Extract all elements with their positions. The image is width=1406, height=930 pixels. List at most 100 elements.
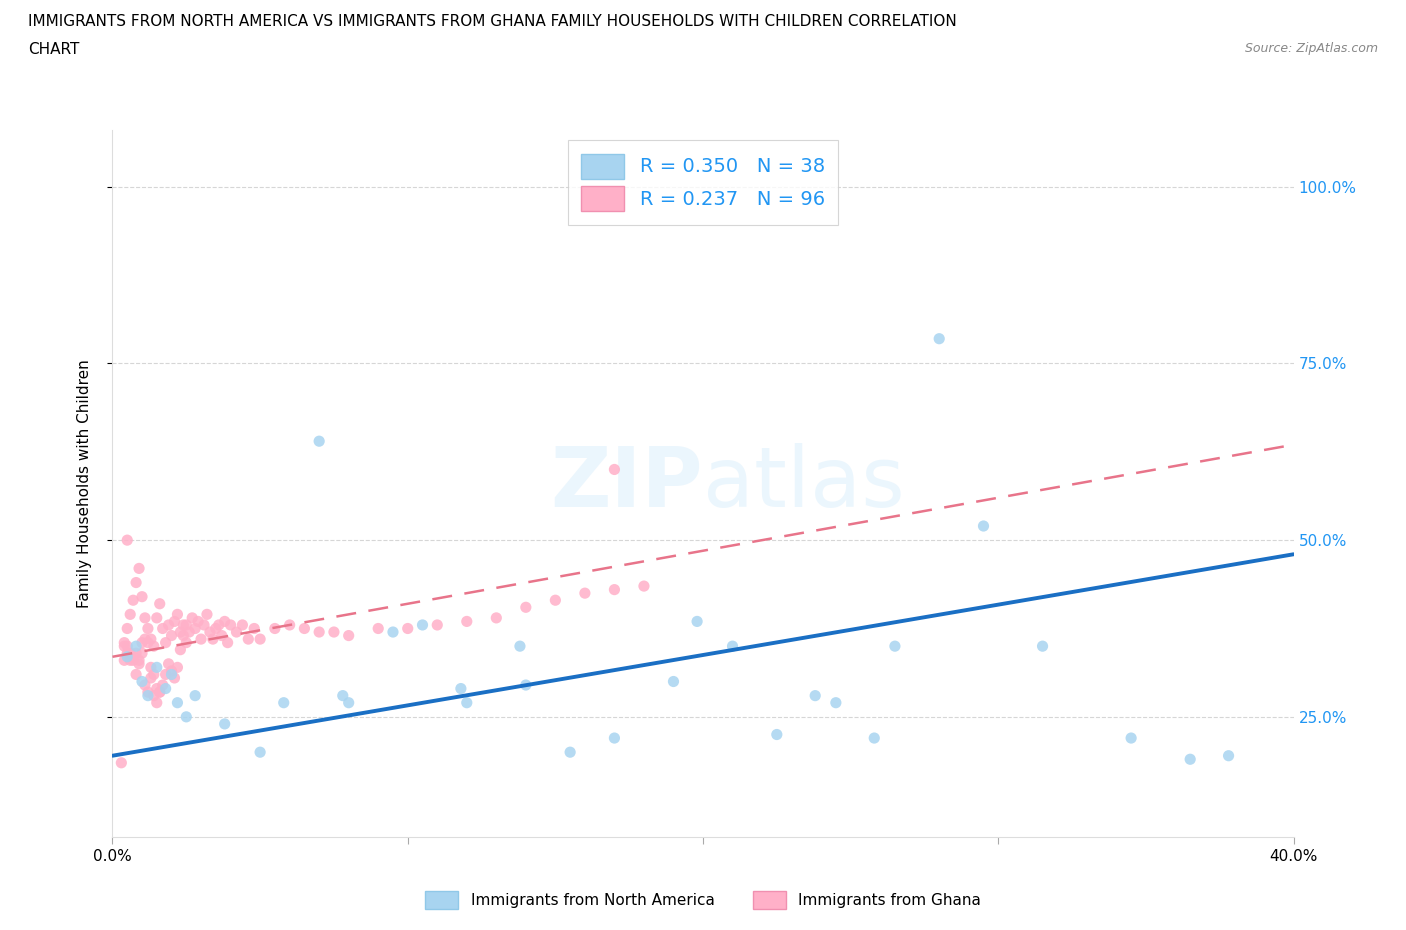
Point	[603, 731, 626, 746]
Point	[131, 635, 153, 650]
Point	[243, 621, 266, 636]
Point	[515, 678, 537, 693]
Point	[128, 657, 150, 671]
Point	[238, 631, 260, 646]
Point	[292, 621, 315, 636]
Point	[120, 607, 142, 622]
Point	[117, 645, 138, 660]
Point	[411, 618, 433, 632]
Point	[1178, 751, 1201, 766]
Point	[149, 684, 172, 699]
Text: IMMIGRANTS FROM NORTH AMERICA VS IMMIGRANTS FROM GHANA FAMILY HOUSEHOLDS WITH CH: IMMIGRANTS FROM NORTH AMERICA VS IMMIGRA…	[28, 14, 957, 29]
Point	[195, 607, 218, 622]
Point	[190, 631, 212, 646]
Point	[122, 592, 145, 607]
Point	[131, 590, 153, 604]
Point	[193, 618, 215, 632]
Point	[125, 639, 148, 654]
Point	[174, 618, 197, 632]
Point	[136, 635, 159, 650]
Point	[603, 462, 626, 477]
Point	[136, 684, 159, 699]
Point	[152, 621, 174, 636]
Point	[155, 635, 177, 650]
Point	[136, 621, 159, 636]
Point	[128, 653, 150, 668]
Point	[131, 674, 153, 689]
Point	[172, 618, 194, 632]
Text: ZIP: ZIP	[551, 443, 703, 525]
Point	[219, 618, 242, 632]
Point	[166, 660, 188, 675]
Point	[201, 631, 224, 646]
Point	[149, 684, 172, 699]
Point	[163, 671, 186, 685]
Point	[211, 628, 233, 643]
Point	[160, 667, 183, 682]
Point	[174, 710, 197, 724]
Point	[928, 331, 950, 346]
Point	[117, 639, 138, 654]
Point	[157, 657, 180, 671]
Text: atlas: atlas	[703, 443, 904, 525]
Point	[142, 667, 165, 682]
Point	[308, 433, 330, 448]
Point	[134, 678, 156, 693]
Point	[721, 639, 744, 654]
Point	[456, 696, 478, 711]
Point	[217, 635, 239, 650]
Point	[558, 745, 582, 760]
Point	[396, 621, 419, 636]
Point	[574, 586, 596, 601]
Point	[120, 653, 142, 668]
Point	[117, 621, 138, 636]
Text: CHART: CHART	[28, 42, 80, 57]
Point	[766, 727, 789, 742]
Point	[382, 625, 405, 640]
Point	[120, 645, 142, 660]
Point	[264, 621, 287, 636]
Point	[184, 688, 207, 703]
Point	[179, 625, 201, 640]
Point	[142, 639, 165, 654]
Point	[184, 621, 207, 636]
Point	[1032, 639, 1054, 654]
Point	[112, 653, 135, 668]
Point	[249, 745, 271, 760]
Point	[160, 628, 183, 643]
Point	[117, 649, 138, 664]
Point	[142, 688, 165, 703]
Point	[633, 578, 655, 593]
Point	[456, 614, 478, 629]
Point	[509, 639, 531, 654]
Point	[122, 653, 145, 668]
Point	[337, 628, 360, 643]
Point	[155, 667, 177, 682]
Point	[136, 688, 159, 703]
Point	[273, 696, 295, 711]
Point	[163, 614, 186, 629]
Point	[181, 610, 204, 625]
Point	[131, 645, 153, 660]
Legend: Immigrants from North America, Immigrants from Ghana: Immigrants from North America, Immigrant…	[419, 885, 987, 915]
Point	[249, 631, 271, 646]
Point	[166, 696, 188, 711]
Text: Source: ZipAtlas.com: Source: ZipAtlas.com	[1244, 42, 1378, 55]
Point	[308, 625, 330, 640]
Point	[198, 625, 221, 640]
Point	[139, 660, 162, 675]
Point	[134, 610, 156, 625]
Point	[804, 688, 827, 703]
Point	[117, 533, 138, 548]
Point	[122, 649, 145, 664]
Point	[824, 696, 846, 711]
Point	[172, 628, 194, 643]
Point	[863, 731, 886, 746]
Point	[125, 667, 148, 682]
Point	[662, 674, 685, 689]
Point	[426, 618, 449, 632]
Point	[149, 596, 172, 611]
Point	[112, 639, 135, 654]
Point	[146, 696, 169, 711]
Point	[603, 582, 626, 597]
